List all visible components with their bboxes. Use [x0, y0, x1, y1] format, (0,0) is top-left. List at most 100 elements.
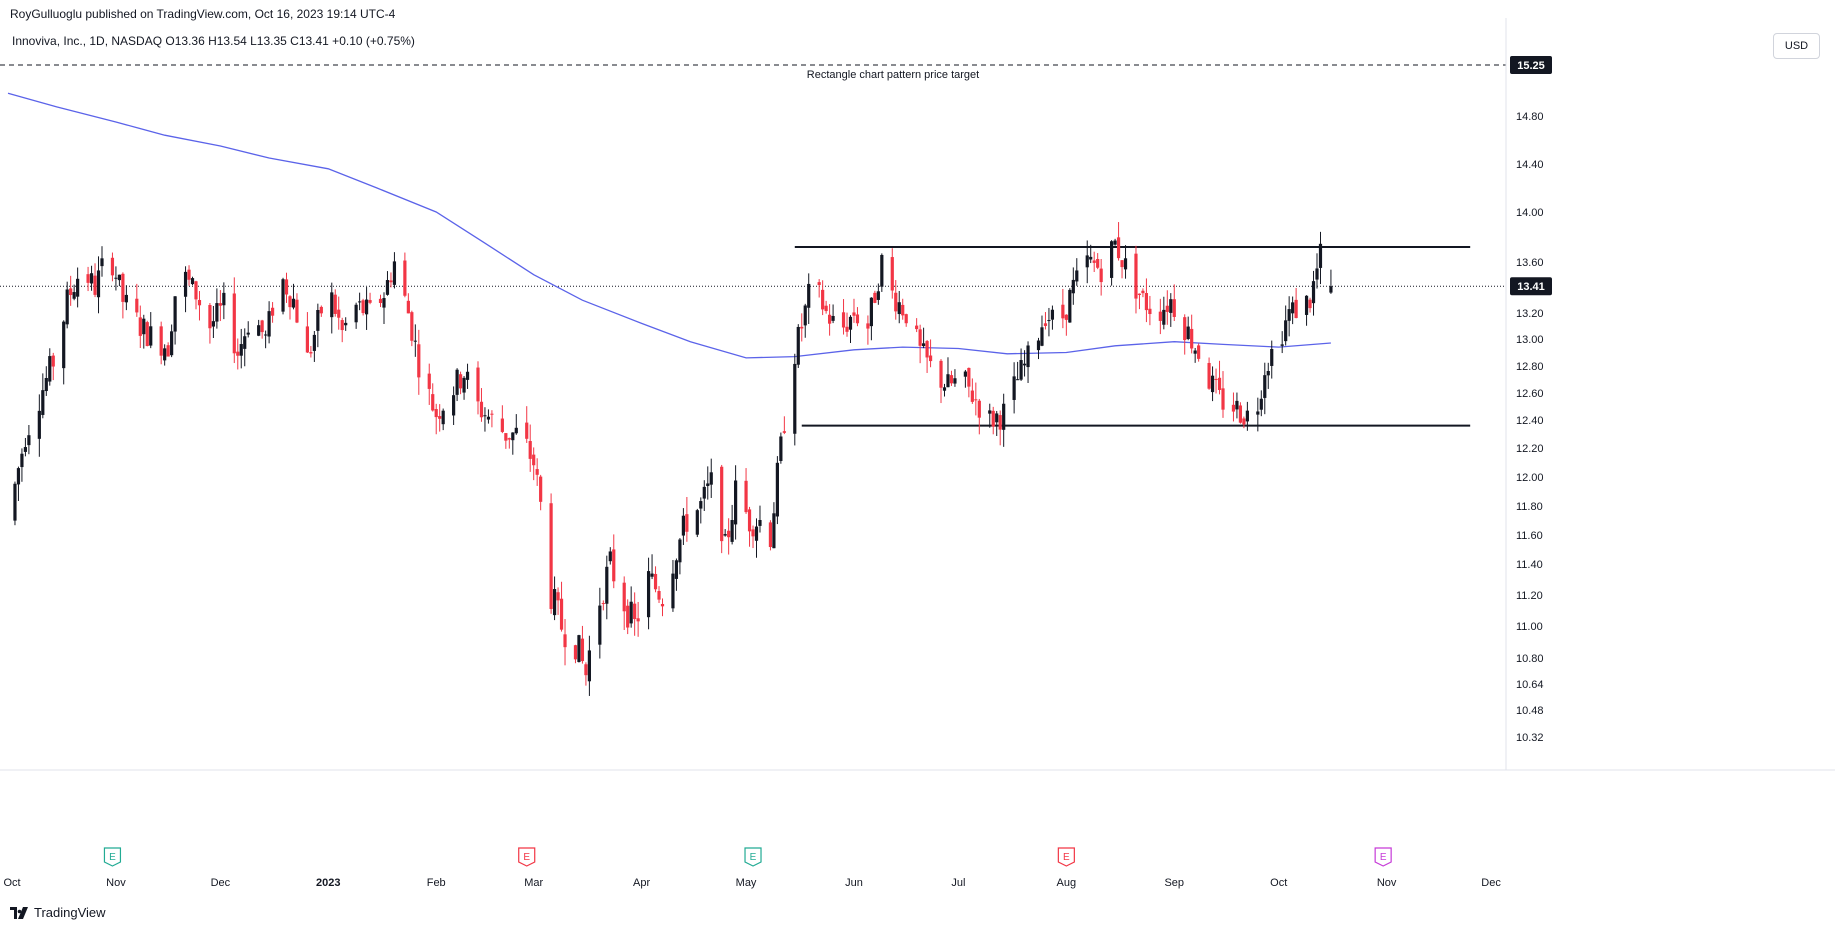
candle-body[interactable] — [1280, 344, 1284, 346]
candle-body[interactable] — [1148, 308, 1152, 315]
candle-body[interactable] — [20, 453, 24, 468]
candle-body[interactable] — [967, 367, 971, 387]
candle-body[interactable] — [869, 297, 873, 327]
candle-body[interactable] — [145, 322, 149, 346]
candle-body[interactable] — [970, 390, 974, 402]
candle-body[interactable] — [483, 415, 487, 417]
candle-body[interactable] — [361, 300, 365, 314]
candle-body[interactable] — [194, 281, 198, 300]
candle-body[interactable] — [1263, 375, 1267, 398]
candle-body[interactable] — [1256, 411, 1260, 415]
candle-body[interactable] — [142, 318, 146, 335]
candle-body[interactable] — [880, 254, 884, 287]
candle-body[interactable] — [330, 292, 334, 318]
candle-body[interactable] — [873, 292, 877, 303]
candle-body[interactable] — [866, 323, 870, 329]
candle-body[interactable] — [1040, 327, 1044, 346]
candle-body[interactable] — [1047, 320, 1051, 322]
candle-body[interactable] — [580, 638, 585, 662]
candle-body[interactable] — [928, 355, 933, 362]
candle-body[interactable] — [410, 312, 414, 341]
candle-body[interactable] — [1019, 360, 1023, 380]
candle-body[interactable] — [215, 303, 219, 322]
candle-body[interactable] — [392, 261, 397, 285]
candle-body[interactable] — [653, 573, 658, 590]
candle-body[interactable] — [758, 520, 762, 526]
candle-body[interactable] — [1231, 404, 1236, 412]
candle-body[interactable] — [1217, 377, 1222, 390]
candle-body[interactable] — [406, 300, 410, 314]
candle-body[interactable] — [768, 522, 773, 548]
currency-button[interactable]: USD — [1773, 33, 1820, 59]
tradingview-brand[interactable]: TradingView — [10, 905, 106, 920]
candle-body[interactable] — [438, 416, 442, 419]
candle-body[interactable] — [385, 280, 390, 295]
candle-body[interactable] — [62, 321, 66, 369]
candle-body[interactable] — [312, 334, 316, 351]
candle-body[interactable] — [807, 283, 811, 308]
candle-body[interactable] — [612, 549, 616, 582]
candle-body[interactable] — [486, 416, 491, 420]
candle-body[interactable] — [598, 605, 602, 645]
candle-body[interactable] — [319, 306, 323, 314]
price-axis[interactable]: 14.80 14.40 14.00 13.60 13.20 13.00 12.80 12.60… — [1505, 18, 1552, 770]
candle-body[interactable] — [41, 390, 45, 415]
candle-body[interactable] — [1235, 400, 1239, 410]
candle-body[interactable] — [671, 573, 675, 609]
candle-body[interactable] — [1022, 363, 1027, 366]
candle-body[interactable] — [441, 410, 445, 425]
candle-body[interactable] — [166, 345, 170, 357]
candle-body[interactable] — [1089, 256, 1093, 260]
candle-body[interactable] — [114, 277, 118, 279]
candle-body[interactable] — [124, 294, 128, 303]
candle-body[interactable] — [1123, 258, 1128, 270]
candle-body[interactable] — [1141, 290, 1145, 294]
candle-body[interactable] — [1238, 405, 1243, 423]
candle-body[interactable] — [894, 292, 898, 312]
candle-body[interactable] — [942, 387, 947, 391]
candle-body[interactable] — [1016, 379, 1020, 381]
candle-body[interactable] — [1068, 289, 1072, 323]
candle-body[interactable] — [734, 480, 738, 525]
earnings-marker[interactable]: E — [1374, 847, 1392, 867]
candle-body[interactable] — [633, 603, 637, 620]
candle-body[interactable] — [1002, 403, 1006, 430]
candle-body[interactable] — [946, 374, 950, 388]
candle-body[interactable] — [901, 304, 905, 316]
candle-body[interactable] — [539, 476, 543, 502]
candle-body[interactable] — [706, 483, 710, 487]
candle-body[interactable] — [678, 539, 682, 563]
candle-body[interactable] — [695, 510, 699, 535]
candle-body[interactable] — [236, 351, 240, 356]
candle-body[interactable] — [1075, 270, 1079, 282]
candle-body[interactable] — [1291, 302, 1295, 314]
candle-body[interactable] — [427, 373, 431, 389]
candle-body[interactable] — [925, 341, 929, 358]
candle-body[interactable] — [135, 298, 139, 313]
candle-body[interactable] — [1207, 362, 1211, 389]
candle-body[interactable] — [222, 292, 226, 306]
candle-body[interactable] — [1043, 323, 1048, 326]
candle-body[interactable] — [1162, 309, 1166, 325]
candle-body[interactable] — [1172, 299, 1176, 317]
candle-body[interactable] — [876, 291, 880, 300]
candle-body[interactable] — [37, 410, 41, 439]
candle-body[interactable] — [549, 503, 553, 609]
candle-body[interactable] — [963, 371, 967, 377]
candle-body[interactable] — [403, 260, 407, 296]
candle-body[interactable] — [413, 340, 417, 342]
candle-body[interactable] — [504, 433, 508, 441]
candle-body[interactable] — [991, 410, 995, 427]
candle-body[interactable] — [1318, 243, 1323, 268]
candle-body[interactable] — [1110, 241, 1114, 278]
candle-body[interactable] — [657, 591, 661, 600]
earnings-marker[interactable]: E — [1057, 847, 1075, 867]
candle-body[interactable] — [1113, 240, 1117, 245]
candle-body[interactable] — [358, 301, 362, 303]
candle-body[interactable] — [685, 514, 689, 532]
candle-body[interactable] — [601, 603, 605, 605]
candle-body[interactable] — [747, 509, 752, 532]
candle-body[interactable] — [803, 305, 807, 326]
candle-body[interactable] — [417, 344, 421, 378]
candle-body[interactable] — [434, 409, 438, 418]
